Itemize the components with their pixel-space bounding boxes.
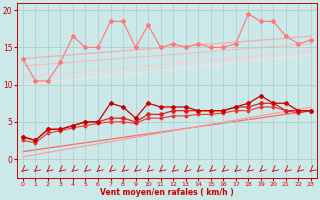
X-axis label: Vent moyen/en rafales ( km/h ): Vent moyen/en rafales ( km/h ) xyxy=(100,188,234,197)
